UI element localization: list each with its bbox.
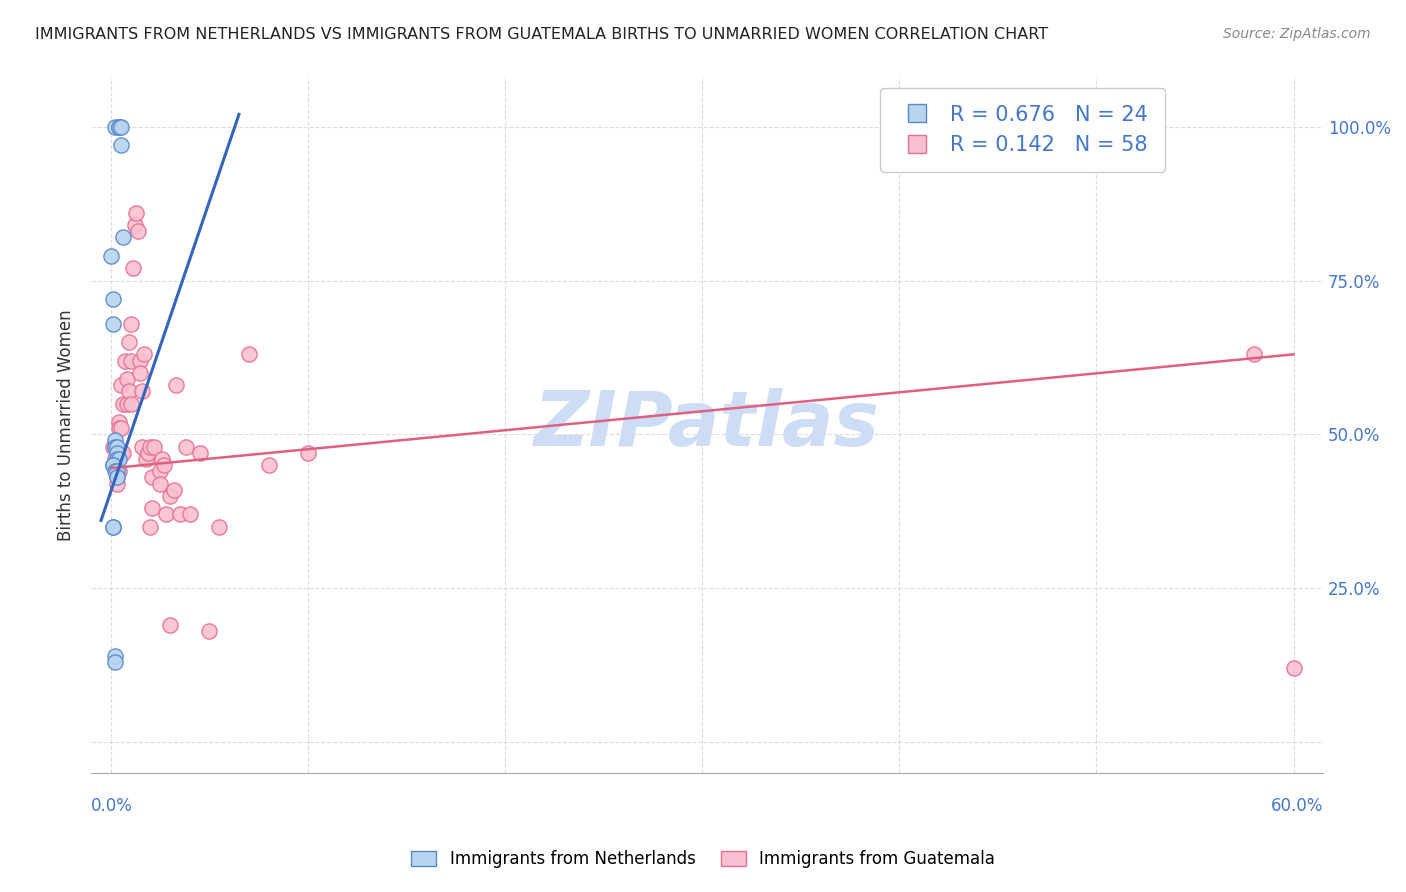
Point [101,458,124,472]
Point [165,378,187,392]
Point [105,464,128,478]
Point [104,655,127,669]
Point [120,396,142,410]
Point [297,446,319,460]
Point [208,519,231,533]
Legend: Immigrants from Netherlands, Immigrants from Guatemala: Immigrants from Netherlands, Immigrants … [405,844,1001,875]
Point [124,218,146,232]
Point [150,452,173,467]
Text: IMMIGRANTS FROM NETHERLANDS VS IMMIGRANTS FROM GUATEMALA BIRTHS TO UNMARRIED WOM: IMMIGRANTS FROM NETHERLANDS VS IMMIGRANT… [35,27,1049,42]
Point [104,648,127,663]
Point [115,396,138,410]
Point [141,501,163,516]
Text: 60.0%: 60.0% [1271,797,1323,815]
Point [107,464,129,478]
Point [101,519,124,533]
Point [111,446,134,460]
Point [125,206,148,220]
Point [135,452,157,467]
Point [127,224,149,238]
Point [110,120,132,134]
Point [105,446,128,460]
Point [120,353,142,368]
Point [105,476,128,491]
Point [105,452,128,467]
Point [101,519,124,533]
Point [159,618,181,632]
Point [101,292,124,306]
Point [110,378,132,392]
Point [139,519,162,533]
Point [136,446,159,460]
Point [104,434,127,448]
Point [111,396,134,410]
Point [100,249,122,263]
Text: Source: ZipAtlas.com: Source: ZipAtlas.com [1223,27,1371,41]
Legend: R = 0.676   N = 24, R = 0.142   N = 58: R = 0.676 N = 24, R = 0.142 N = 58 [880,87,1166,171]
Point [110,446,132,460]
Point [104,464,127,478]
Point [110,138,132,153]
Point [105,440,128,454]
Point [110,421,132,435]
Point [101,440,124,454]
Point [198,624,221,639]
Point [159,489,181,503]
Point [131,440,153,454]
Point [121,261,143,276]
Point [101,458,124,472]
Point [104,120,127,134]
Point [1243,347,1265,361]
Point [107,415,129,429]
Point [107,120,129,134]
Point [117,384,139,399]
Text: ZIPatlas: ZIPatlas [534,388,880,462]
Point [111,230,134,244]
Point [131,384,153,399]
Point [169,508,191,522]
Point [129,353,152,368]
Point [105,470,128,484]
Point [104,440,127,454]
Point [104,440,127,454]
Point [174,440,197,454]
Text: 0.0%: 0.0% [91,797,134,815]
Point [149,464,172,478]
Point [153,458,176,472]
Point [179,508,201,522]
Point [139,440,162,454]
Point [104,452,127,467]
Point [141,470,163,484]
Point [238,347,260,361]
Point [120,317,142,331]
Point [134,347,156,361]
Point [115,372,138,386]
Point [129,366,152,380]
Point [107,421,129,435]
Point [155,508,177,522]
Point [105,464,128,478]
Point [107,120,129,134]
Point [117,334,139,349]
Point [149,476,172,491]
Point [188,446,211,460]
Point [143,440,166,454]
Point [163,483,186,497]
Point [105,470,128,484]
Point [107,452,129,467]
Point [1282,661,1305,675]
Point [101,317,124,331]
Point [114,353,136,368]
Point [257,458,280,472]
Y-axis label: Births to Unmarried Women: Births to Unmarried Women [58,310,75,541]
